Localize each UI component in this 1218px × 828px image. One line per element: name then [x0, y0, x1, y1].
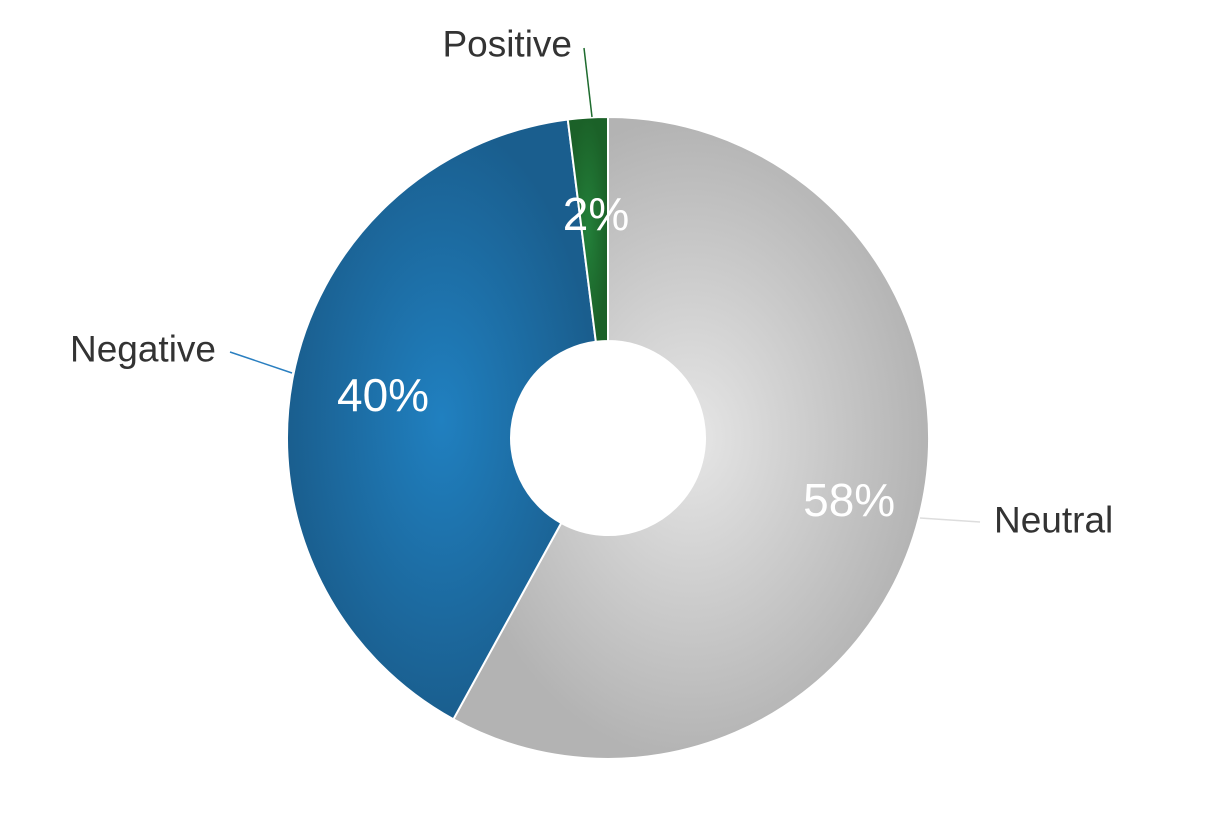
- category-labels: Neutral Negative Positive: [70, 24, 1113, 541]
- percent-labels: 58% 40% 2%: [337, 188, 895, 526]
- percent-label-neutral: 58%: [803, 474, 895, 526]
- leader-line-negative: [229, 351, 293, 374]
- percent-label-positive: 2%: [563, 188, 629, 240]
- slice-negative: [286, 118, 597, 721]
- leader-lines: [229, 47, 981, 523]
- leader-line-neutral: [919, 517, 981, 523]
- slice-neutral: [451, 115, 930, 760]
- category-label-neutral: Neutral: [994, 500, 1113, 541]
- category-label-positive: Positive: [442, 24, 572, 65]
- slice-positive: [566, 115, 609, 343]
- percent-label-negative: 40%: [337, 369, 429, 421]
- category-label-negative: Negative: [70, 329, 216, 370]
- donut-slices: [286, 115, 930, 760]
- leader-line-positive: [583, 47, 593, 118]
